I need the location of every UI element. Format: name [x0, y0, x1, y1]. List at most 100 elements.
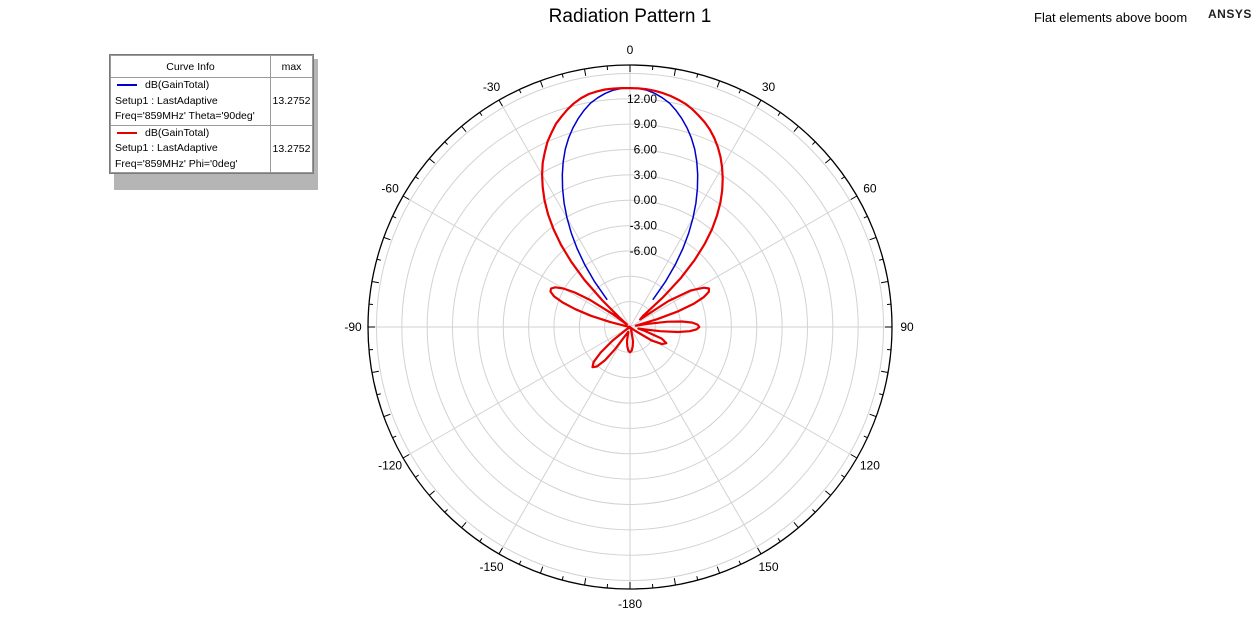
legend-row-curve-2[interactable]: dB(GainTotal) Setup1 : LastAdaptive Freq…: [110, 124, 313, 173]
angle-label: -90: [344, 320, 362, 334]
angle-tick: [716, 566, 721, 574]
chart-subtitle: Flat elements above boom: [1034, 10, 1188, 25]
legend-header-max: max: [270, 55, 313, 78]
angle-tick: [777, 112, 781, 116]
angle-label: 30: [762, 80, 776, 94]
angle-tick: [561, 576, 564, 581]
angle-tick: [850, 454, 858, 459]
angle-tick: [539, 80, 544, 88]
angle-tick: [696, 576, 699, 581]
chart-title: Radiation Pattern 1: [548, 6, 712, 27]
angle-tick: [584, 578, 587, 586]
legend-curve-1-max: 13.2752: [270, 77, 313, 126]
legend-header-curve-info: Curve Info: [110, 55, 271, 78]
angle-tick: [584, 68, 587, 76]
angle-tick: [428, 490, 435, 496]
angle-tick: [879, 393, 884, 396]
angle-label: -180: [618, 597, 642, 611]
angle-tick: [881, 281, 889, 284]
legend-line-red: [117, 131, 137, 134]
angle-tick: [444, 509, 448, 513]
legend-curve-2-setup: Setup1 : LastAdaptive: [115, 142, 218, 154]
angle-tick: [869, 236, 877, 241]
angle-tick: [879, 258, 884, 261]
angle-tick: [479, 538, 483, 542]
angle-tick: [793, 125, 799, 132]
angle-tick: [392, 215, 397, 219]
angle-tick: [716, 80, 721, 88]
angle-tick: [757, 99, 762, 107]
legend-line-blue: [117, 84, 137, 87]
angle-tick: [673, 68, 676, 76]
angle-tick: [825, 158, 832, 164]
angle-label: 90: [900, 320, 914, 334]
angle-tick: [415, 474, 419, 478]
angle-tick: [738, 560, 742, 565]
angle-tick: [696, 73, 699, 78]
radial-label: 12.00: [627, 92, 657, 106]
angle-tick: [371, 370, 379, 373]
radial-label: 6.00: [634, 143, 658, 157]
angle-tick: [812, 141, 816, 145]
angle-tick: [777, 538, 781, 542]
angle-label: -30: [483, 80, 501, 94]
angle-tick: [376, 258, 381, 261]
radial-label: -6.00: [630, 244, 658, 258]
angle-tick: [561, 73, 564, 78]
grid-spoke: [498, 326, 631, 555]
ansys-logo: ANSYS: [1208, 7, 1252, 21]
grid-spoke: [629, 326, 762, 555]
angle-label: -120: [378, 459, 402, 473]
angle-tick: [841, 176, 845, 180]
angle-tick: [383, 236, 391, 241]
angle-label: 150: [758, 560, 778, 574]
angle-tick: [863, 435, 868, 439]
angle-tick: [428, 158, 435, 164]
legend-curve-2-max: 13.2752: [270, 124, 313, 173]
legend-curve-1-params: Freq='859MHz' Theta='90deg': [115, 110, 255, 122]
legend-curve-2-params: Freq='859MHz' Phi='0deg': [115, 157, 238, 170]
angle-tick: [383, 413, 391, 418]
grid-spoke: [402, 195, 631, 328]
grid-spoke: [402, 326, 631, 459]
polar-curves: [541, 87, 724, 369]
angle-tick: [863, 215, 868, 219]
radial-label: 3.00: [634, 168, 658, 182]
angle-tick: [392, 435, 397, 439]
curve-phi-0-red: [541, 87, 724, 369]
angle-label: 0: [627, 43, 634, 57]
angle-tick: [461, 522, 467, 529]
angle-tick: [371, 281, 379, 284]
legend-curve-2-title: dB(GainTotal): [115, 126, 270, 142]
angle-tick: [518, 89, 522, 94]
curve-info-legend[interactable]: Curve Info max dB(GainTotal) Setup1 : La…: [109, 54, 314, 174]
angle-label: 120: [860, 459, 880, 473]
grid-spoke: [498, 99, 631, 328]
angle-label: -60: [381, 182, 399, 196]
radial-label: 9.00: [634, 117, 658, 131]
angle-tick: [415, 176, 419, 180]
radial-label: -3.00: [630, 219, 658, 233]
angle-tick: [518, 560, 522, 565]
grid-spoke: [629, 326, 858, 459]
angle-tick: [850, 195, 858, 200]
angle-tick: [881, 370, 889, 373]
legend-curve-1-setup: Setup1 : LastAdaptive: [115, 94, 218, 107]
angle-tick: [869, 413, 877, 418]
angle-label: -150: [479, 560, 503, 574]
angle-tick: [444, 141, 448, 145]
angle-tick: [402, 454, 410, 459]
angle-tick: [673, 578, 676, 586]
grid-spoke: [629, 195, 858, 328]
polar-ticks: [368, 65, 892, 589]
polar-labels: 0 30 60 90 120 150 -180 -150 -120 -90 -60 -30 -6.00 -…: [344, 43, 914, 611]
angle-tick: [498, 547, 503, 555]
angle-tick: [461, 125, 467, 132]
angle-tick: [402, 195, 410, 200]
angle-tick: [738, 89, 742, 94]
angle-tick: [793, 522, 799, 529]
legend-row-curve-1[interactable]: dB(GainTotal) Setup1 : LastAdaptive Freq…: [110, 77, 313, 126]
grid-spoke: [629, 99, 762, 328]
angle-tick: [539, 566, 544, 574]
